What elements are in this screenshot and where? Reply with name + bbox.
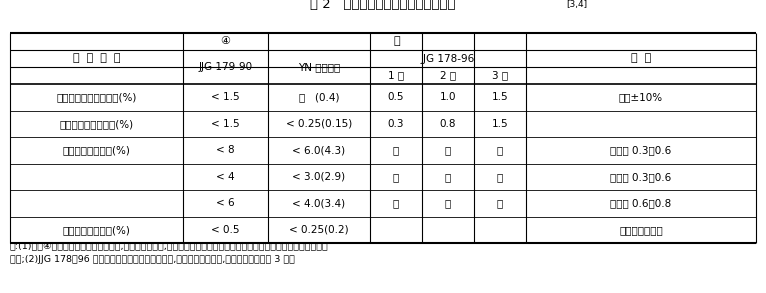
Text: < 0.25(0.2): < 0.25(0.2) [290, 225, 349, 235]
Text: 1.0: 1.0 [440, 92, 457, 102]
Text: 1.5: 1.5 [492, 92, 509, 102]
Text: 2 类: 2 类 [440, 71, 456, 81]
Text: 吸光度 0.6～0.8: 吸光度 0.6～0.8 [611, 198, 672, 208]
Text: ④: ④ [221, 37, 231, 47]
Text: 1.5: 1.5 [492, 119, 509, 129]
Text: 0.8: 0.8 [440, 119, 457, 129]
Text: 0.3: 0.3 [388, 119, 404, 129]
Text: 仪器工作稳定性误差(%): 仪器工作稳定性误差(%) [60, 119, 133, 129]
Text: [3,4]: [3,4] [566, 0, 587, 9]
Text: YN 型土肥仪: YN 型土肥仪 [298, 62, 340, 72]
Text: 备  注: 备 注 [631, 54, 651, 64]
Text: < 0.5: < 0.5 [211, 225, 240, 235]
Text: 表 2   土壤养分速测仪达到的性能指标: 表 2 土壤养分速测仪达到的性能指标 [310, 0, 456, 11]
Text: 仪器线性相对误差(%): 仪器线性相对误差(%) [63, 145, 130, 155]
Text: 电压±10%: 电压±10% [619, 92, 663, 102]
Text: 注:(1)表中④栏左列数据为厂家保证数据,引自产品说明书,右列括弧中数据引自计量器具样机试验合格证书样机试验结果通: 注:(1)表中④栏左列数据为厂家保证数据,引自产品说明书,右列括弧中数据引自计量… [10, 241, 329, 250]
Text: JJG 179-90: JJG 179-90 [198, 62, 253, 72]
Text: －: － [393, 198, 399, 208]
Text: －: － [497, 198, 503, 208]
Text: < 6: < 6 [216, 198, 235, 208]
Text: ㎜: ㎜ [394, 37, 401, 47]
Text: 仪器的重复性误差(%): 仪器的重复性误差(%) [63, 225, 130, 235]
Text: －   (0.4): － (0.4) [299, 92, 339, 102]
Text: < 8: < 8 [216, 145, 235, 155]
Text: 知书;(2)JJG 178－96 为最新分光光度计国家检定规程,为光栅型精度等级,棱镜型要求同光栅 3 类。: 知书;(2)JJG 178－96 为最新分光光度计国家检定规程,为光栅型精度等级… [10, 255, 295, 264]
Text: －: － [393, 145, 399, 155]
Text: 电压变动时稳定性误差(%): 电压变动时稳定性误差(%) [57, 92, 136, 102]
Text: －: － [445, 145, 451, 155]
Text: JJG 178-96: JJG 178-96 [421, 54, 475, 64]
Text: 吸光度 0.3～0.6: 吸光度 0.3～0.6 [611, 172, 672, 182]
Text: < 4: < 4 [216, 172, 235, 182]
Text: －: － [445, 198, 451, 208]
Text: 1 类: 1 类 [388, 71, 404, 81]
Text: 性  能  指  标: 性 能 指 标 [73, 54, 120, 64]
Text: < 3.0(2.9): < 3.0(2.9) [293, 172, 345, 182]
Text: 3 类: 3 类 [492, 71, 508, 81]
Text: < 4.0(3.4): < 4.0(3.4) [293, 198, 345, 208]
Text: 0.5: 0.5 [388, 92, 404, 102]
Text: －: － [497, 145, 503, 155]
Text: －: － [393, 172, 399, 182]
Text: < 6.0(4.3): < 6.0(4.3) [293, 145, 345, 155]
Text: < 0.25(0.15): < 0.25(0.15) [286, 119, 352, 129]
Text: －: － [445, 172, 451, 182]
Text: 用硫酸铜液测定: 用硫酸铜液测定 [619, 225, 663, 235]
Text: 吸光度 0.3～0.6: 吸光度 0.3～0.6 [611, 145, 672, 155]
Text: < 1.5: < 1.5 [211, 119, 240, 129]
Text: －: － [497, 172, 503, 182]
Text: < 1.5: < 1.5 [211, 92, 240, 102]
